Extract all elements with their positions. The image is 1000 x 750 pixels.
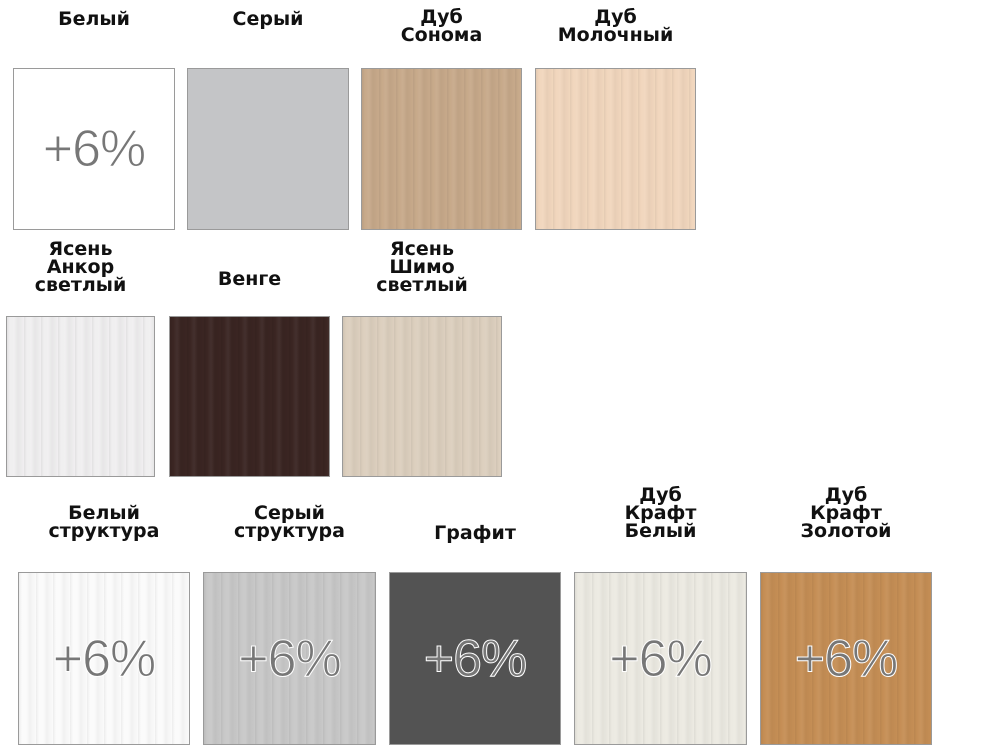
price-surcharge-badge: +6% [423,629,528,688]
swatch-label: Дуб Крафт Белый [624,484,697,542]
swatch-label: Ясень Шимо светлый [376,238,468,296]
swatch-color: +6% [574,572,747,745]
color-swatch-item[interactable]: Ясень Шимо светлый [342,240,502,477]
color-swatch-item[interactable]: Серый [187,10,349,230]
swatch-color [169,316,330,477]
swatch-color [342,316,502,477]
swatch-color [187,68,349,230]
swatch-label: Дуб Молочный [557,6,674,46]
color-swatch-item[interactable]: Дуб Сонома [361,8,522,230]
swatch-label: Дуб Крафт Золотой [800,484,892,542]
color-swatch-item[interactable]: Венге [169,270,330,477]
price-surcharge-badge: +6% [238,629,343,688]
swatch-label: Серый [232,8,304,30]
swatch-color: +6% [18,572,190,745]
price-surcharge-badge: +6% [794,629,899,688]
swatch-color: +6% [13,68,175,230]
swatch-color: +6% [760,572,932,745]
swatch-color [6,316,155,477]
swatch-label: Белый [58,8,130,30]
swatch-color: +6% [203,572,376,745]
price-surcharge-badge: +6% [52,629,157,688]
swatch-label: Дуб Сонома [400,6,483,46]
swatch-label: Графит [434,522,516,544]
color-swatch-item[interactable]: Ясень Анкор светлый [6,240,155,477]
swatch-label: Венге [217,268,282,290]
color-swatch-item[interactable]: +6% Графит [389,524,561,745]
color-swatch-item[interactable]: +6% Дуб Крафт Золотой [760,486,932,745]
swatch-color [361,68,522,230]
swatch-label: Ясень Анкор светлый [34,238,127,296]
color-swatch-item[interactable]: +6% Серый структура [203,504,376,745]
price-surcharge-badge: +6% [609,629,714,688]
color-swatch-item[interactable]: Дуб Молочный [535,8,696,230]
color-swatch-item[interactable]: +6% Дуб Крафт Белый [574,486,747,745]
color-swatch-item[interactable]: +6% Белый [13,10,175,230]
swatch-color [535,68,696,230]
color-swatch-item[interactable]: +6% Белый структура [18,504,190,745]
swatch-color: +6% [389,572,561,745]
price-surcharge-badge: +6% [42,120,147,179]
swatch-label: Серый структура [234,502,345,542]
swatch-label: Белый структура [48,502,160,542]
